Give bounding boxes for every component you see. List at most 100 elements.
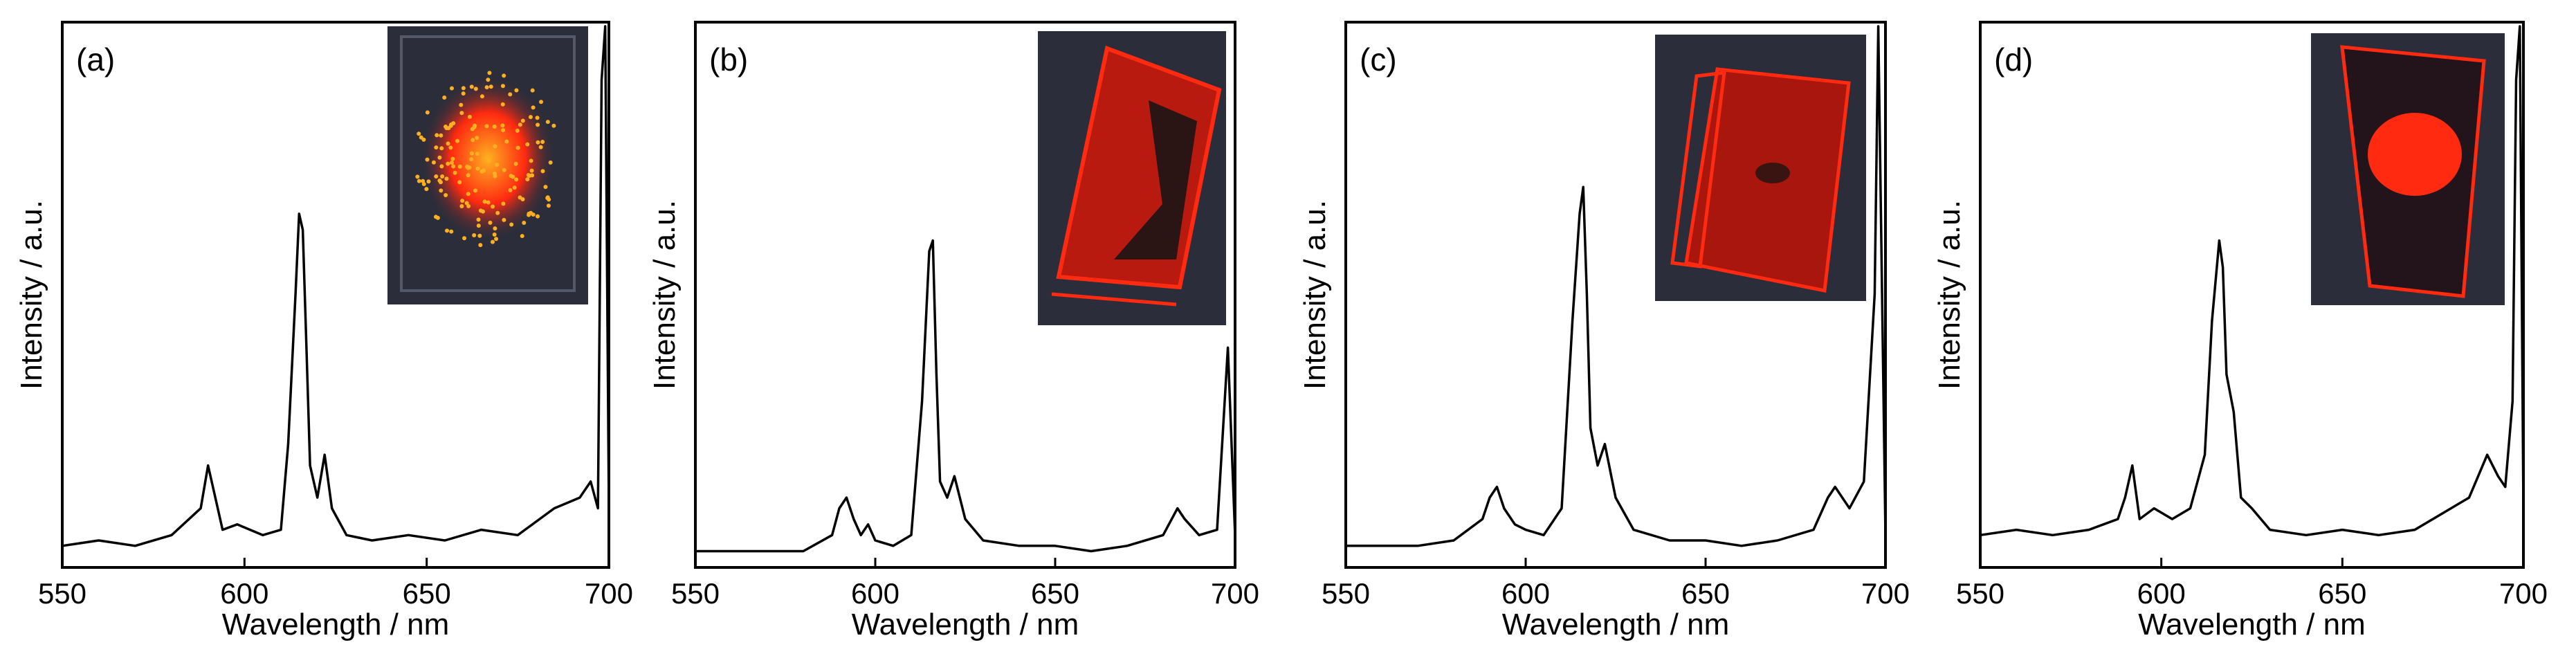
emission-speck [530,88,535,93]
emission-speck [538,145,543,149]
x-axis-label: Wavelength / nm [852,608,1079,641]
emission-speck [539,100,544,104]
emission-speck [446,161,450,166]
panel-label: (c) [1360,42,1397,78]
emission-speck [444,176,449,181]
emission-spot [2368,113,2462,196]
x-tick-label: 550 [671,577,720,610]
x-tick-label: 550 [38,577,86,610]
emission-speck [449,229,454,234]
emission-speck [479,94,484,99]
emission-speck [493,226,497,231]
emission-speck [490,239,495,244]
emission-speck [509,222,514,227]
emission-speck [460,199,465,203]
emission-photo-icon [1038,31,1226,325]
emission-speck [457,164,462,169]
film-edge [1051,292,1177,307]
x-tick-label: 650 [1031,577,1079,610]
plot-frame [694,21,1236,569]
emission-speck [475,136,479,140]
x-axis-label: Wavelength / nm [2138,608,2366,641]
emission-speck [486,200,491,205]
emission-speck [451,121,456,126]
film-edge [1670,71,1726,268]
emission-speck [512,185,517,190]
emission-speck [502,167,506,172]
x-tick-label: 600 [1501,577,1550,610]
emission-speck [514,177,519,182]
emission-speck [525,177,530,182]
emission-speck [492,171,497,176]
x-tick-label: 650 [2318,577,2366,610]
emission-speck [502,217,506,222]
emission-speck [543,185,548,190]
series-line-emission [1980,25,2525,537]
emission-speck [486,158,491,163]
emission-speck [451,164,456,169]
emission-speck [475,166,480,171]
emission-speck [525,142,530,147]
emission-speck [504,139,509,144]
emission-speck [536,122,540,127]
x-tick-label: 550 [1956,577,2004,610]
emission-speck [434,174,439,179]
emission-speck [448,145,453,150]
emission-speck [540,140,545,145]
emission-speck [438,180,443,185]
emission-speck [500,123,505,128]
emission-speck [425,110,430,115]
emission-speck [522,220,527,225]
emission-speck [477,233,482,238]
series-line-emission [62,25,610,547]
emission-speck [461,86,466,91]
emission-speck [509,174,513,179]
emission-speck [472,123,477,128]
panel-label: (b) [709,42,748,78]
x-tick-label: 700 [585,577,633,610]
emission-speck [545,195,550,200]
emission-speck [467,114,472,119]
emission-speck [475,152,479,156]
y-axis-label: Intensity / a.u. [648,200,682,390]
panel-label: (d) [1994,42,2033,78]
emission-speck [484,85,489,90]
plot-frame [61,21,610,569]
emission-speck [439,133,444,138]
emission-speck [435,215,440,220]
emission-speck [444,193,448,198]
x-tick-label: 600 [220,577,268,610]
emission-speck [415,174,420,179]
emission-speck [518,122,522,127]
emission-speck [476,217,481,222]
emission-speck [466,173,471,178]
x-tick-label: 700 [2499,577,2548,610]
emission-speck [439,146,444,151]
emission-speck [491,204,495,209]
emission-speck [501,128,506,133]
x-tick-label: 600 [2137,577,2186,610]
emission-speck [486,78,491,82]
emission-speck [548,160,553,165]
emission-speck [527,211,531,216]
emission-speck [515,145,520,150]
emission-speck [476,224,481,228]
emission-speck [466,192,471,197]
emission-speck [424,187,429,192]
emission-speck [469,157,474,162]
emission-photo-icon [2311,33,2505,305]
panel-label: (a) [76,42,115,78]
emission-speck [508,92,513,97]
emission-speck [478,243,483,248]
emission-speck [520,234,524,239]
emission-speck [536,214,540,219]
emission-speck [472,233,477,238]
y-axis-label: Intensity / a.u. [1933,200,1966,390]
emission-speck [528,115,533,120]
x-axis-label: Wavelength / nm [222,608,450,641]
emission-speck [450,156,455,161]
emission-speck [449,161,454,165]
emission-speck [493,144,497,149]
emission-speck [473,86,478,91]
emission-speck [459,203,464,208]
